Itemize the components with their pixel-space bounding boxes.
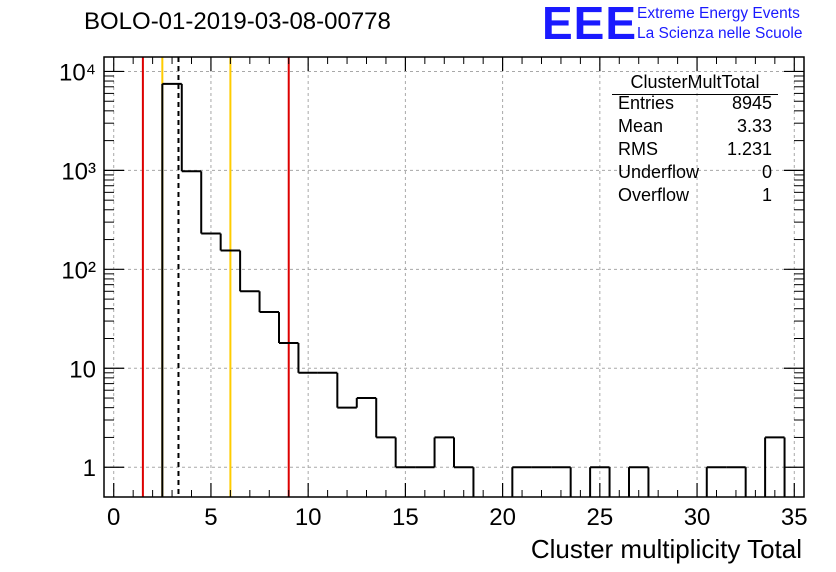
y-tick-label: 1 (83, 455, 96, 482)
x-tick-label: 25 (586, 504, 613, 531)
stat-name: RMS (618, 139, 658, 159)
logo-mark: EEE (542, 0, 638, 49)
x-tick-label: 30 (684, 504, 711, 531)
x-tick-label: 10 (295, 504, 322, 531)
stats-box: ClusterMultTotal Entries 8945 Mean 3.33 … (612, 72, 778, 210)
eee-logo: EEE Extreme Energy Events La Scienza nel… (542, 0, 832, 49)
x-axis-label: Cluster multiplicity Total (531, 534, 802, 564)
y-tick-label: 10⁴ (59, 59, 96, 86)
logo-line2: La Scienza nelle Scuole (637, 25, 803, 42)
stat-row-overflow: Overflow 1 (618, 185, 772, 207)
y-tick-label: 10² (61, 257, 96, 284)
stat-row-underflow: Underflow 0 (618, 162, 772, 184)
y-tick-label: 10 (69, 356, 96, 383)
stat-name: Overflow (618, 185, 690, 205)
stat-name: Mean (618, 116, 664, 136)
stat-row-entries: Entries 8945 (618, 93, 772, 115)
y-tick-label: 10³ (61, 158, 96, 185)
stat-value: 1.231 (726, 139, 772, 159)
stat-row-mean: Mean 3.33 (618, 116, 772, 138)
histogram-layer (161, 82, 786, 497)
stat-value: 0 (761, 162, 772, 182)
stat-row-rms: RMS 1.231 (618, 139, 772, 161)
x-tick-label: 20 (489, 504, 516, 531)
stat-name: Entries (618, 93, 675, 113)
reference-lines (141, 57, 290, 497)
logo-line1: Extreme Energy Events (637, 5, 800, 22)
stats-title-rule (612, 94, 778, 95)
stat-value: 1 (761, 185, 772, 205)
grid-layer (104, 57, 804, 497)
stats-title: ClusterMultTotal (630, 72, 760, 92)
stat-name: Underflow (618, 162, 700, 182)
x-tick-label: 0 (107, 504, 120, 531)
stat-value: 8945 (731, 93, 772, 113)
axis-ticks (104, 57, 804, 497)
x-tick-label: 15 (392, 504, 419, 531)
x-tick-label: 35 (781, 504, 808, 531)
stat-value: 3.33 (736, 116, 772, 136)
x-tick-label: 5 (204, 504, 217, 531)
plot-frame (103, 56, 805, 498)
plot-title: BOLO-01-2019-03-08-00778 (84, 8, 391, 35)
